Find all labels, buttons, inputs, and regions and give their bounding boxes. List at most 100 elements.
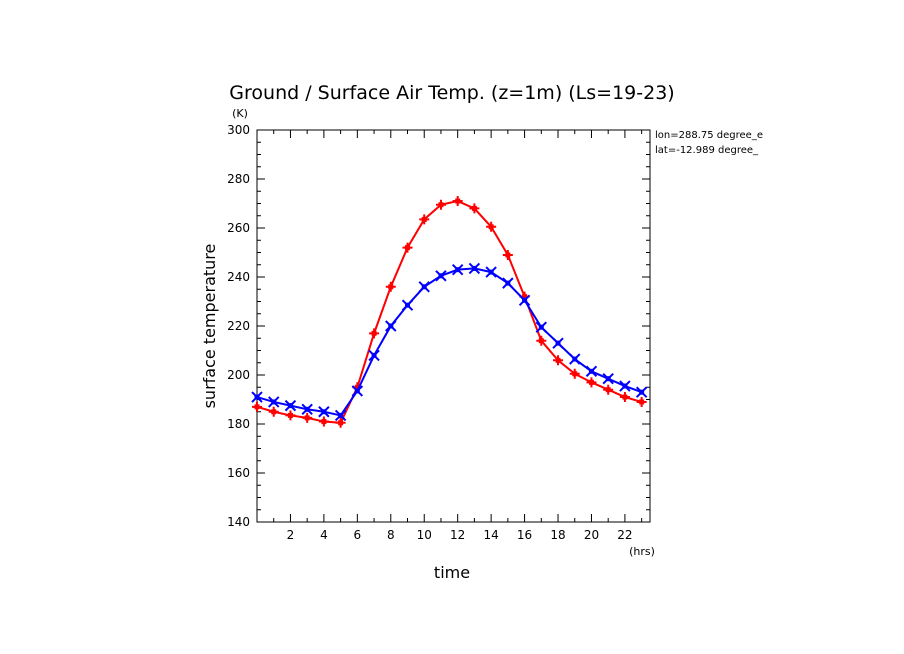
point-dot	[421, 284, 427, 290]
data-point	[536, 335, 547, 346]
data-point	[252, 401, 262, 412]
series-line-0	[256, 200, 642, 424]
point-dot	[354, 384, 360, 390]
point-dot	[588, 379, 594, 385]
data-point	[619, 392, 630, 403]
data-point	[418, 281, 430, 293]
point-dot	[522, 294, 528, 300]
data-point	[486, 221, 497, 232]
data-point	[502, 277, 514, 289]
chart-title: Ground / Surface Air Temp. (z=1m) (Ls=19…	[229, 82, 674, 104]
data-point	[502, 249, 513, 260]
plot-frame	[256, 129, 651, 523]
x-tick-label: 2	[287, 528, 295, 542]
point-dot	[605, 376, 611, 382]
point-dot	[254, 394, 260, 400]
data-point	[469, 203, 480, 214]
data-point	[602, 372, 614, 385]
point-dot	[488, 269, 494, 275]
point-dot	[438, 202, 444, 208]
y-tick-label: 300	[227, 123, 250, 137]
point-dot	[588, 368, 594, 374]
x-tick-label: 8	[387, 528, 395, 542]
data-point	[452, 196, 463, 207]
point-dot	[572, 356, 578, 362]
annotation-lon: lon=288.75 degree_e	[655, 130, 763, 141]
y-tick-label: 260	[227, 221, 250, 235]
data-point	[636, 396, 647, 407]
x-axis-label: time	[434, 563, 470, 582]
data-point	[401, 299, 414, 311]
data-point	[334, 409, 347, 422]
data-point	[435, 199, 446, 210]
data-point	[302, 412, 313, 423]
y-tick-label: 220	[227, 319, 250, 333]
point-dot	[338, 420, 344, 426]
x-tick-label: 22	[617, 528, 632, 542]
data-point	[268, 396, 280, 408]
y-tick-label: 240	[227, 270, 250, 284]
data-point	[318, 406, 330, 418]
point-dot	[287, 403, 293, 409]
point-dot	[605, 387, 611, 393]
point-dot	[304, 406, 310, 412]
data-point	[435, 270, 447, 282]
point-dot	[421, 216, 427, 222]
annotation-lat: lat=-12.989 degree_	[655, 145, 759, 156]
x-tick-label: 18	[550, 528, 565, 542]
x-tick-label: 20	[584, 528, 599, 542]
data-point	[385, 281, 396, 292]
data-point	[318, 416, 329, 427]
point-dot	[388, 323, 394, 329]
x-axis-unit: (hrs)	[629, 545, 655, 558]
data-point	[285, 410, 296, 421]
y-tick-label: 180	[227, 417, 250, 431]
point-dot	[321, 419, 327, 425]
y-tick-label: 160	[227, 466, 250, 480]
point-dot	[471, 205, 477, 211]
point-dot	[455, 267, 461, 273]
data-point	[402, 242, 413, 253]
point-dot	[639, 399, 645, 405]
point-dot	[271, 399, 277, 405]
data-point	[368, 349, 380, 362]
point-dot	[321, 409, 327, 415]
y-axis-unit: (K)	[232, 107, 248, 120]
point-dot	[522, 297, 528, 303]
point-dot	[555, 357, 561, 363]
point-dot	[371, 352, 377, 358]
y-tick-label: 140	[227, 515, 250, 529]
data-point	[351, 385, 364, 397]
point-dot	[254, 404, 260, 410]
point-dot	[538, 324, 544, 330]
point-dot	[304, 415, 310, 421]
point-dot	[488, 224, 494, 230]
data-point	[635, 386, 648, 398]
y-tick-label: 280	[227, 172, 250, 186]
point-dot	[639, 389, 645, 395]
point-dot	[538, 338, 544, 344]
data-point	[603, 384, 614, 395]
point-dot	[505, 252, 511, 258]
point-dot	[271, 409, 277, 415]
data-point	[569, 353, 581, 365]
data-point	[585, 365, 598, 378]
data-point	[553, 355, 564, 366]
point-dot	[405, 245, 411, 251]
data-point	[619, 380, 631, 392]
x-tick-label: 16	[517, 528, 532, 542]
data-point	[419, 214, 430, 225]
point-dot	[338, 412, 344, 418]
data-point	[468, 262, 481, 275]
point-dot	[471, 265, 477, 271]
axes: 140 160 180 200 220 240 260 280 300 2 4 6 8 10 12 14 16 1…	[227, 123, 651, 542]
y-tick-label: 200	[227, 368, 250, 382]
point-dot	[455, 198, 461, 204]
data-point	[451, 263, 464, 276]
data-point	[268, 406, 279, 417]
x-tick-label: 6	[354, 528, 362, 542]
data-point	[369, 328, 380, 339]
data-point	[335, 417, 346, 428]
point-dot	[622, 383, 628, 389]
